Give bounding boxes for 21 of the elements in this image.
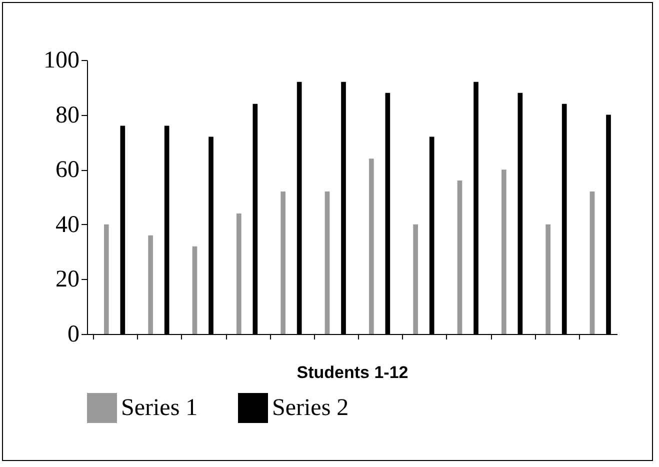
y-tick-label: 0 [68, 322, 80, 348]
y-tick-label: 60 [56, 157, 80, 184]
bar [590, 192, 595, 334]
bar [280, 192, 286, 334]
bar [457, 180, 462, 334]
bar [192, 246, 198, 334]
y-tick-label: 100 [44, 48, 80, 74]
y-tick-label: 20 [56, 266, 80, 293]
y-tick-label: 40 [56, 212, 80, 238]
legend-label: Series 2 [272, 395, 349, 421]
x-axis-title: Students 1-12 [296, 363, 408, 382]
bar [501, 170, 506, 334]
bar [368, 158, 374, 334]
legend-label: Series 1 [121, 395, 198, 421]
y-tick-label: 80 [56, 102, 80, 128]
bar [104, 224, 109, 334]
bar [546, 224, 550, 334]
bar [413, 224, 418, 334]
bar [148, 235, 153, 334]
bar [324, 192, 330, 334]
bar [236, 213, 242, 334]
